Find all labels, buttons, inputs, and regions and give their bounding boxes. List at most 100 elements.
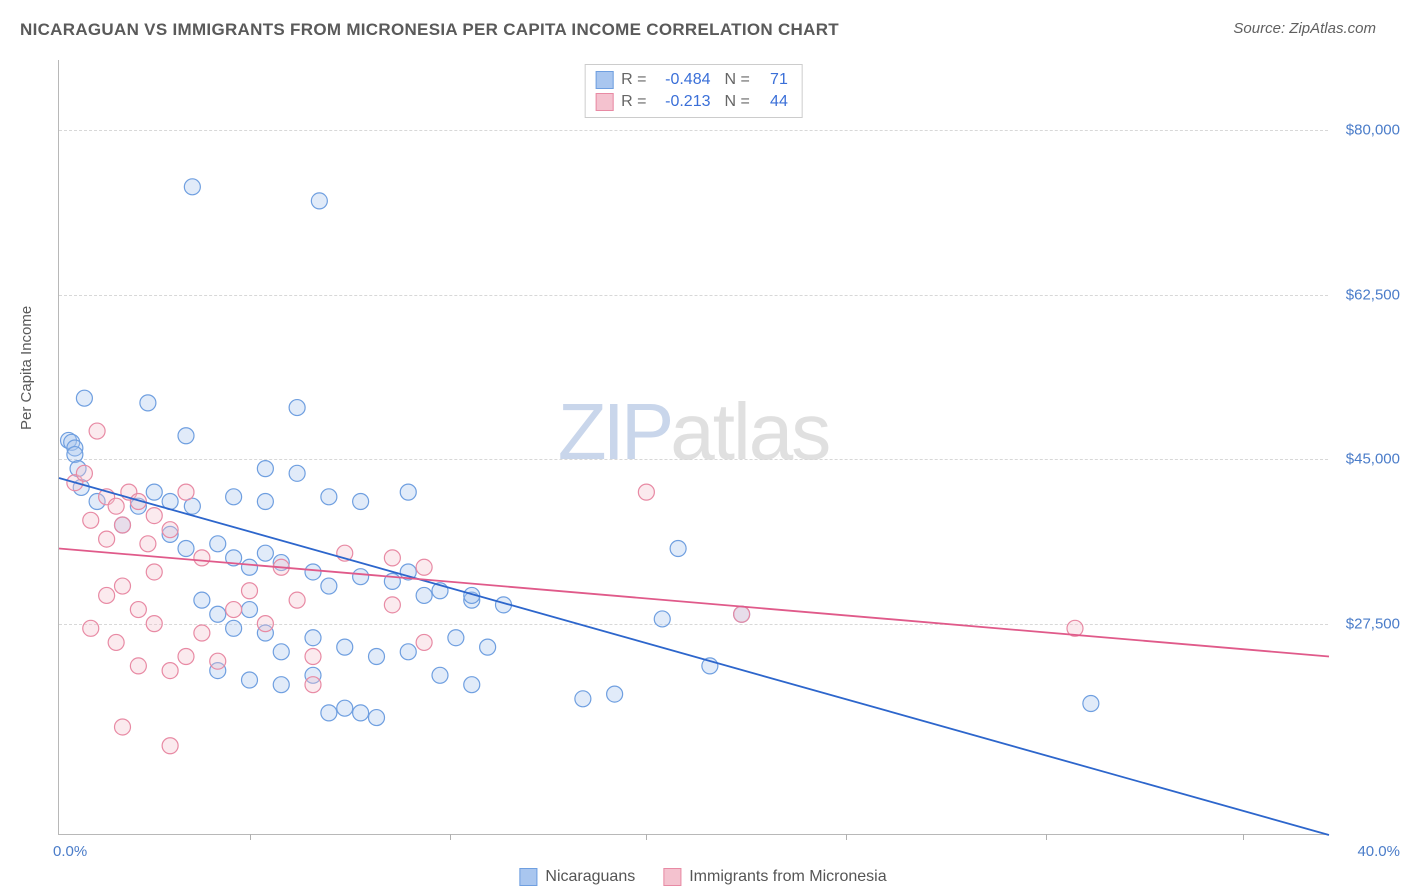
data-point-nicaraguans	[321, 705, 337, 721]
stats-row-micronesia: R = -0.213 N = 44	[595, 91, 788, 113]
data-point-micronesia	[115, 578, 131, 594]
bottom-legend: Nicaraguans Immigrants from Micronesia	[519, 868, 886, 886]
data-point-nicaraguans	[464, 677, 480, 693]
data-point-nicaraguans	[432, 667, 448, 683]
data-point-micronesia	[384, 597, 400, 613]
x-tick-min: 0.0%	[53, 843, 87, 860]
data-point-nicaraguans	[257, 494, 273, 510]
data-point-nicaraguans	[273, 644, 289, 660]
data-point-nicaraguans	[140, 395, 156, 411]
data-point-micronesia	[416, 634, 432, 650]
data-point-nicaraguans	[353, 705, 369, 721]
data-point-micronesia	[76, 465, 92, 481]
data-point-micronesia	[226, 602, 242, 618]
data-point-nicaraguans	[67, 447, 83, 463]
data-point-micronesia	[384, 550, 400, 566]
stats-row-nicaraguans: R = -0.484 N = 71	[595, 69, 788, 91]
legend-item-micronesia: Immigrants from Micronesia	[663, 868, 886, 886]
data-point-nicaraguans	[289, 400, 305, 416]
data-point-micronesia	[130, 658, 146, 674]
swatch-nicaraguans	[595, 71, 613, 89]
data-point-micronesia	[140, 536, 156, 552]
legend-item-nicaraguans: Nicaraguans	[519, 868, 635, 886]
data-point-nicaraguans	[575, 691, 591, 707]
data-point-micronesia	[242, 583, 258, 599]
data-point-nicaraguans	[305, 630, 321, 646]
data-point-micronesia	[734, 606, 750, 622]
stats-legend: R = -0.484 N = 71 R = -0.213 N = 44	[584, 64, 803, 118]
data-point-nicaraguans	[353, 569, 369, 585]
data-point-micronesia	[162, 522, 178, 538]
data-point-nicaraguans	[305, 564, 321, 580]
data-point-nicaraguans	[1083, 695, 1099, 711]
data-point-micronesia	[115, 517, 131, 533]
chart-title: NICARAGUAN VS IMMIGRANTS FROM MICRONESIA…	[20, 20, 839, 40]
data-point-nicaraguans	[369, 710, 385, 726]
plot-area: ZIPatlas R = -0.484 N = 71 R = -0.213 N …	[58, 60, 1328, 835]
data-point-nicaraguans	[369, 649, 385, 665]
data-point-micronesia	[146, 508, 162, 524]
data-point-micronesia	[115, 719, 131, 735]
source-name: ZipAtlas.com	[1289, 20, 1376, 37]
data-point-nicaraguans	[226, 620, 242, 636]
swatch-micronesia	[663, 868, 681, 886]
n-value-nicaraguans: 71	[758, 69, 788, 91]
data-point-nicaraguans	[654, 611, 670, 627]
legend-label-nicaraguans: Nicaraguans	[545, 868, 635, 886]
data-point-micronesia	[162, 738, 178, 754]
data-point-nicaraguans	[273, 677, 289, 693]
data-point-micronesia	[83, 512, 99, 528]
data-point-micronesia	[194, 550, 210, 566]
data-point-micronesia	[146, 616, 162, 632]
r-value-micronesia: -0.213	[655, 91, 711, 113]
data-point-micronesia	[178, 649, 194, 665]
data-point-nicaraguans	[184, 179, 200, 195]
legend-label-micronesia: Immigrants from Micronesia	[689, 868, 886, 886]
data-point-micronesia	[108, 634, 124, 650]
data-point-micronesia	[89, 423, 105, 439]
data-point-nicaraguans	[257, 461, 273, 477]
y-tick-label: $62,500	[1338, 286, 1400, 303]
data-point-micronesia	[108, 498, 124, 514]
n-label: N =	[725, 69, 750, 91]
data-point-micronesia	[305, 649, 321, 665]
data-point-nicaraguans	[242, 559, 258, 575]
data-point-nicaraguans	[210, 536, 226, 552]
n-label: N =	[725, 91, 750, 113]
source-attribution: Source: ZipAtlas.com	[1233, 20, 1376, 37]
y-axis-title: Per Capita Income	[18, 306, 35, 430]
data-point-nicaraguans	[226, 489, 242, 505]
data-point-micronesia	[210, 653, 226, 669]
data-point-nicaraguans	[337, 700, 353, 716]
swatch-nicaraguans	[519, 868, 537, 886]
data-point-nicaraguans	[289, 465, 305, 481]
data-point-nicaraguans	[321, 489, 337, 505]
data-point-micronesia	[83, 620, 99, 636]
data-point-nicaraguans	[194, 592, 210, 608]
data-point-micronesia	[99, 531, 115, 547]
data-point-micronesia	[178, 484, 194, 500]
data-point-micronesia	[289, 592, 305, 608]
data-point-nicaraguans	[178, 428, 194, 444]
data-point-nicaraguans	[146, 484, 162, 500]
data-point-nicaraguans	[76, 390, 92, 406]
y-tick-label: $45,000	[1338, 451, 1400, 468]
data-point-micronesia	[257, 616, 273, 632]
data-point-nicaraguans	[242, 602, 258, 618]
data-point-nicaraguans	[670, 540, 686, 556]
data-point-micronesia	[305, 677, 321, 693]
data-point-nicaraguans	[337, 639, 353, 655]
data-point-nicaraguans	[311, 193, 327, 209]
data-point-nicaraguans	[416, 587, 432, 603]
data-point-micronesia	[638, 484, 654, 500]
n-value-micronesia: 44	[758, 91, 788, 113]
x-tick-max: 40.0%	[1357, 843, 1400, 860]
y-tick-label: $27,500	[1338, 615, 1400, 632]
regression-line-nicaraguans	[59, 478, 1329, 835]
scatter-svg	[59, 60, 1328, 834]
r-label: R =	[621, 69, 646, 91]
data-point-nicaraguans	[400, 644, 416, 660]
r-label: R =	[621, 91, 646, 113]
data-point-nicaraguans	[210, 606, 226, 622]
data-point-nicaraguans	[257, 545, 273, 561]
